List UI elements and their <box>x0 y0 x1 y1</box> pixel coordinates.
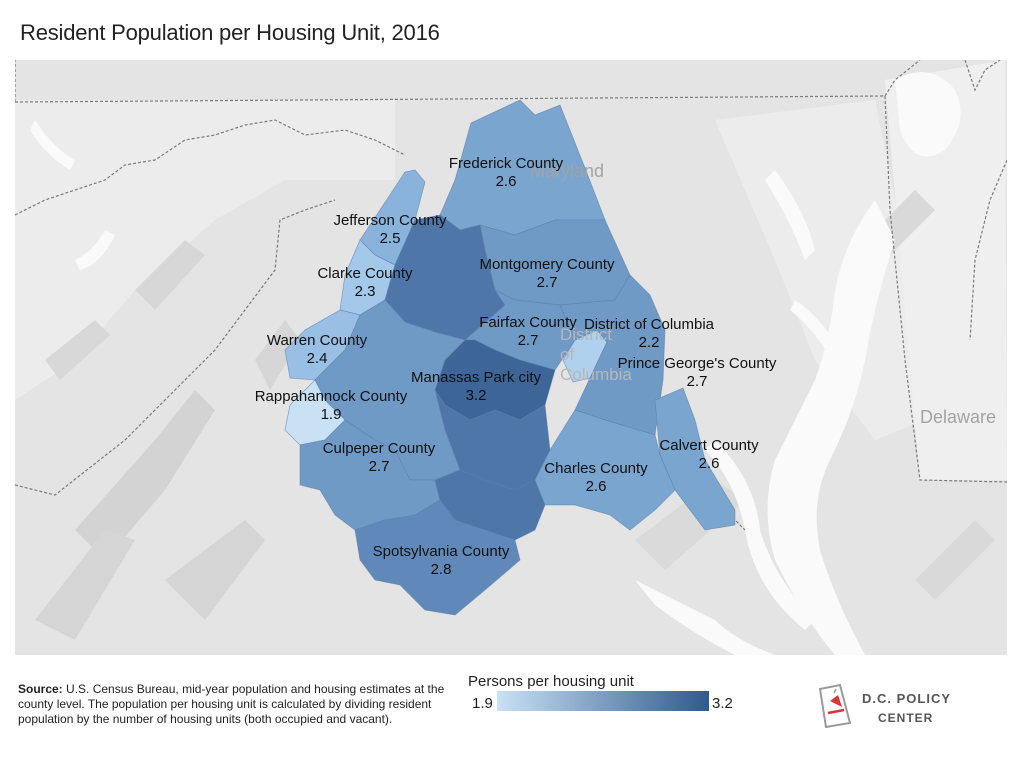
county-name: Spotsylvania County <box>372 543 510 560</box>
legend-title: Persons per housing unit <box>468 673 634 690</box>
county-value: 2.4 <box>306 350 328 367</box>
county-name: Charles County <box>544 460 648 477</box>
map-area[interactable]: Maryland District of Columbia Delaware F… <box>15 60 1007 655</box>
county-value: 1.9 <box>320 406 342 423</box>
county-value: 2.6 <box>495 173 517 190</box>
county-name: Rappahannock County <box>254 388 408 405</box>
county-label-culpeper-county: Culpeper County 2.7 <box>323 440 436 476</box>
county-value: 2.7 <box>517 332 539 349</box>
county-value: 2.7 <box>686 373 708 390</box>
county-charles-county[interactable] <box>534 409 676 531</box>
source-note: Source: U.S. Census Bureau, mid-year pop… <box>18 682 448 727</box>
county-value: 2.7 <box>368 458 390 475</box>
county-label-district-of-columbia: District of Columbia 2.2 <box>584 316 714 352</box>
source-label: Source: <box>18 682 63 696</box>
district-label: District of Columbia <box>560 325 632 384</box>
dc-policy-center-logo[interactable]: D.C. POLICY CENTER <box>812 683 962 733</box>
county-value: 2.2 <box>638 334 660 351</box>
county-name: Jefferson County <box>333 212 447 229</box>
county-name: Culpeper County <box>322 440 436 457</box>
maryland-label: Maryland <box>530 161 605 181</box>
county-value: 2.6 <box>585 478 607 495</box>
county-label-montgomery-county: Montgomery County 2.7 <box>479 256 614 292</box>
county-label-spotsylvania-county: Spotsylvania County 2.8 <box>373 543 510 579</box>
county-label-fairfax-county: Fairfax County 2.7 <box>479 314 577 350</box>
county-value: 2.3 <box>354 283 376 300</box>
county-name: Fairfax County <box>479 314 577 331</box>
county-label-rappahannock-county: Rappahannock County 1.9 <box>255 388 408 424</box>
county-label-jefferson-county: Jefferson County 2.5 <box>333 212 446 248</box>
county-value: 2.7 <box>536 274 558 291</box>
county-name: Clarke County <box>317 265 413 282</box>
map-title: Resident Population per Housing Unit, 20… <box>20 20 440 45</box>
county-value: 2.6 <box>698 455 720 472</box>
basemap <box>15 60 1007 655</box>
county-name: Manassas Park city <box>410 369 542 386</box>
capitol-dome-icon <box>818 683 852 729</box>
county-value: 2.5 <box>379 230 401 247</box>
legend-min: 1.9 <box>472 695 493 712</box>
county-value: 2.8 <box>430 561 452 578</box>
county-value: 3.2 <box>465 387 487 404</box>
county-label-manassas-park-city: Manassas Park city 3.2 <box>411 369 541 405</box>
county-label-frederick-county: Frederick County 2.6 <box>449 155 563 191</box>
county-name: Calvert County <box>659 437 759 454</box>
county-name: Prince George's County <box>617 355 777 372</box>
county-spotsylvania-county[interactable] <box>354 499 521 616</box>
logo-line1: D.C. POLICY <box>862 691 952 706</box>
county-label-warren-county: Warren County 2.4 <box>267 332 367 368</box>
county-name: Warren County <box>266 332 368 349</box>
county-name: Montgomery County <box>479 256 615 273</box>
county-label-clarke-county: Clarke County 2.3 <box>317 265 412 301</box>
legend-color-bar <box>497 691 709 711</box>
county-name: Frederick County <box>448 155 564 172</box>
source-text: U.S. Census Bureau, mid-year population … <box>18 682 445 726</box>
county-name: District of Columbia <box>583 316 715 333</box>
legend-max: 3.2 <box>712 695 733 712</box>
county-label-charles-county: Charles County 2.6 <box>544 460 647 496</box>
logo-line2: CENTER <box>878 711 934 725</box>
county-label-prince-george-s-county: Prince George's County 2.7 <box>618 355 777 391</box>
delaware-label: Delaware <box>920 407 997 427</box>
county-label-calvert-county: Calvert County 2.6 <box>659 437 758 473</box>
